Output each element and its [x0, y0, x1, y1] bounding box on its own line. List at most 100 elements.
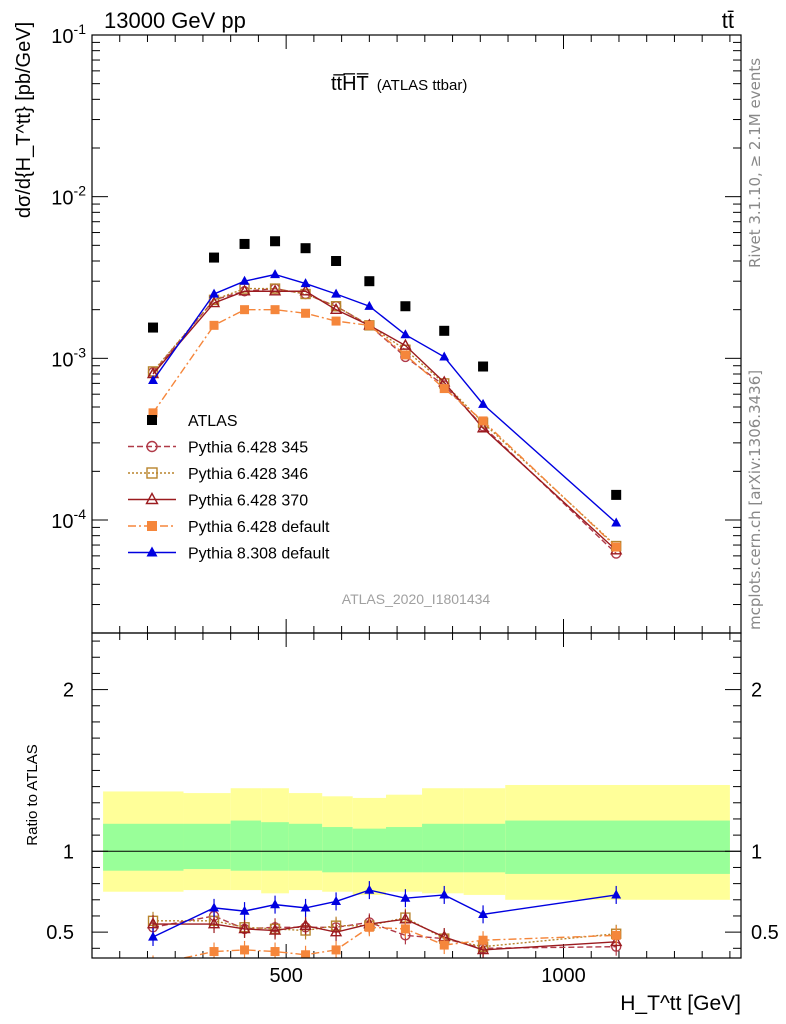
ratio-y-tick-label-right: 2 [751, 680, 762, 702]
data-point [611, 542, 621, 552]
data-point [209, 288, 219, 298]
ratio-point [299, 918, 312, 930]
main-series-group [146, 236, 623, 559]
data-point [611, 489, 622, 500]
data-point [400, 301, 411, 312]
data-point [329, 302, 343, 314]
data-point [364, 300, 375, 310]
ratio-point [478, 908, 489, 918]
uncertainty-band-inner [261, 822, 289, 871]
series-line [152, 290, 617, 551]
series-line [152, 287, 617, 547]
uncertainty-band-inner [352, 828, 386, 873]
ratio-point [331, 945, 341, 955]
ratio-panel: 500 1000 0.5 0.5 1 1 2 2 Ratio to ATLAS H_T^tt [G… [24, 632, 779, 1015]
data-point [300, 243, 311, 254]
ratio-series-group [146, 881, 623, 969]
ratio-point [400, 892, 411, 902]
ratio-point [301, 950, 311, 958]
legend-label: Pythia 6.428 346 [188, 466, 308, 483]
x-tick-label: 500 [269, 965, 302, 987]
legend-label: ATLAS [188, 413, 238, 430]
data-point [611, 517, 622, 527]
ratio-point [270, 899, 281, 909]
ratio-point [149, 960, 158, 969]
legend-marker [146, 467, 158, 479]
data-point [400, 329, 411, 339]
ratio-point [478, 935, 488, 945]
ratio-y-axis-label: Ratio to ATLAS [24, 744, 41, 845]
ratio-y-tick-label: 0.5 [46, 922, 74, 944]
ratio-point [364, 884, 375, 894]
data-point [439, 351, 450, 361]
data-point [209, 320, 219, 330]
ratio-point [611, 889, 622, 899]
legend-marker [145, 492, 159, 505]
data-point [364, 320, 374, 330]
legend-marker [146, 440, 158, 453]
ratio-point [364, 922, 374, 932]
legend-label: Pythia 6.428 370 [188, 493, 308, 510]
plot-title: tt̅H̅T̅ (ATLAS ttbar) [331, 72, 467, 95]
legend-marker [147, 521, 157, 531]
legend-label: Pythia 8.308 default [188, 546, 330, 563]
ratio-point [610, 934, 623, 947]
ratio-y-tick-label-right: 0.5 [751, 922, 779, 944]
data-point [299, 284, 312, 296]
ratio-y-tick-label: 1 [63, 841, 74, 863]
ratio-point [240, 945, 250, 955]
ratio-point [270, 947, 280, 957]
data-point [331, 256, 342, 267]
data-point [207, 296, 221, 308]
analysis-id: ATLAS_2020_I1801434 [342, 591, 491, 607]
ratio-point [148, 931, 158, 941]
y-tick-label: 10-4 [51, 506, 86, 533]
data-point [268, 284, 282, 296]
uncertainty-band-inner [288, 823, 323, 871]
data-point [478, 398, 489, 408]
data-point [209, 252, 220, 263]
y-tick-label: 10-1 [51, 21, 86, 48]
ratio-frame [91, 632, 742, 959]
data-point [148, 375, 158, 385]
data-point [400, 350, 410, 360]
legend-marker [146, 546, 158, 557]
beam-label: 13000 GeV pp [104, 8, 246, 33]
series-line [152, 308, 617, 548]
ratio-point [209, 947, 219, 957]
data-point [331, 288, 342, 298]
ratio-point [207, 917, 221, 929]
data-point [439, 325, 450, 336]
y-tick-label: 10-3 [51, 344, 86, 371]
data-point [270, 305, 280, 315]
process-label: tt̄ [722, 8, 734, 33]
ratio-line [152, 915, 617, 949]
ratio-point [239, 905, 250, 915]
uncertainty-band-inner [183, 823, 231, 870]
data-point [399, 338, 412, 350]
ratio-point [400, 924, 410, 934]
ratio-point [331, 896, 342, 906]
ratio-point [238, 922, 251, 934]
main-panel: 10-4 10-3 10-2 10-1 tt̅H̅T̅ (ATLAS ttbar) ATLA… [13, 21, 742, 958]
uncertainty-band-inner [103, 823, 184, 871]
data-point [148, 322, 159, 333]
ratio-y-tick-label-right: 1 [751, 841, 762, 863]
ratio-point [476, 943, 490, 955]
ratio-point [329, 925, 343, 937]
legend-marker [147, 415, 157, 425]
uncertainty-band-inner [230, 820, 262, 871]
data-point [238, 284, 251, 296]
ratio-point [209, 902, 219, 912]
data-point [270, 269, 281, 279]
data-point [476, 421, 490, 433]
ratio-point [611, 930, 621, 940]
ratio-point [439, 889, 450, 899]
y-axis-label: dσ/d{H_T^tt} [pb/GeV] [13, 22, 35, 218]
uncertainty-band-inner [463, 823, 506, 873]
ratio-line [180, 926, 617, 958]
data-point [331, 316, 341, 326]
data-point [478, 361, 489, 372]
data-point [148, 408, 158, 418]
